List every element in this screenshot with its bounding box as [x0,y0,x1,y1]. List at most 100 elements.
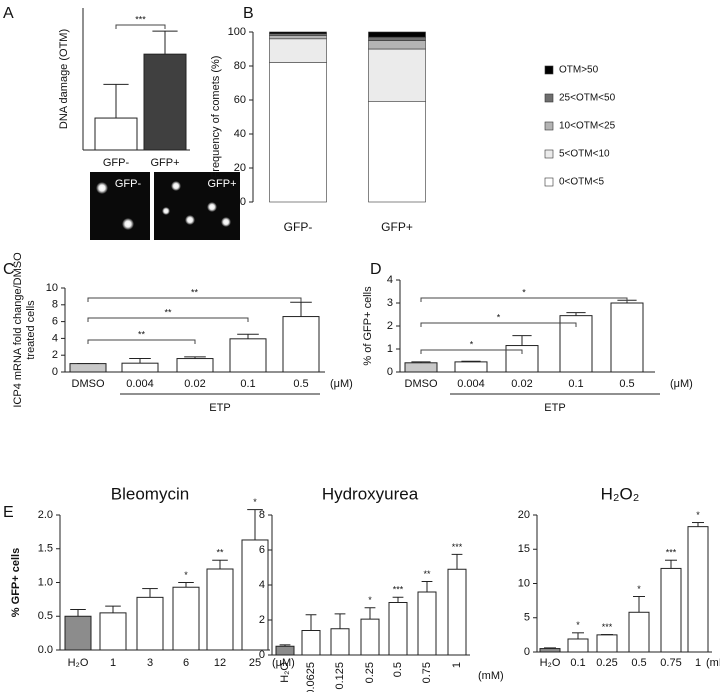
comet [207,202,217,212]
x-tick-label: 0.02 [184,378,205,390]
legend-label: 25<OTM<50 [559,93,616,104]
comet [162,207,170,215]
y-tick-label: 100 [228,26,246,38]
y-tick-label: 2.0 [38,509,53,521]
y-tick-label: 3 [387,297,393,309]
significance-label: ** [216,548,224,558]
y-tick-label: 0 [524,646,530,658]
y-tick-label: 5 [524,612,530,624]
bar-segment [368,31,426,38]
bar-segment [368,40,426,50]
chart-title: H₂O₂ [601,484,640,503]
group-label: ETP [544,402,565,414]
comet [171,181,181,191]
bar [69,363,107,373]
unit-label: (μM) [670,378,693,390]
bar [687,526,709,653]
significance-bracket [420,297,628,302]
x-tick-label: GFP- [284,220,313,234]
bar [301,630,321,656]
x-tick-label: 0.5 [293,378,308,390]
x-tick-label: 0.75 [421,662,433,683]
significance-label: *** [393,585,404,595]
x-tick-label: GFP- [103,157,130,169]
panel-label: D [370,261,382,278]
legend-swatch [544,121,554,131]
significance-label: * [368,595,372,605]
comet [185,215,195,225]
x-tick-label: 0.25 [364,662,376,683]
bar-segment [368,48,426,103]
y-axis-label: % of GFP+ cells [362,286,374,366]
significance-label: * [637,584,641,594]
significance-label: ** [191,287,199,297]
x-tick-label: H₂O [68,657,89,669]
x-tick-label: 0.004 [126,378,154,390]
y-tick-label: 6 [259,544,265,556]
x-tick-label: 1 [110,657,116,669]
x-tick-label: GFP+ [381,220,413,234]
significance-label: * [470,339,474,349]
x-tick-label: 0.0625 [305,662,317,692]
x-tick-label: 0.25 [596,657,617,669]
comet [122,218,134,230]
y-tick-label: 20 [234,162,246,174]
bar-segment [368,36,426,41]
bar-segment [269,62,327,203]
bar [610,302,644,373]
comet [96,182,108,194]
significance-label: * [184,570,188,580]
bar [99,612,127,651]
bar [282,316,320,373]
image-label: GFP+ [207,178,236,190]
significance-label: * [497,312,501,322]
x-tick-label: 3 [147,657,153,669]
x-tick-label: 0.5 [619,378,634,390]
bar [275,645,295,656]
panel-label: E [3,504,14,521]
x-tick-label: 1 [695,657,701,669]
bar [64,615,92,651]
y-tick-label: 20 [518,509,530,521]
y-axis-label: Frequency of comets (%) [210,56,222,179]
significance-label: *** [452,542,463,552]
y-tick-label: 60 [234,94,246,106]
bar [388,602,408,656]
bar [567,638,589,653]
bar [143,53,187,151]
y-tick-label: 6 [52,316,58,328]
significance-bracket [87,339,196,344]
bar [539,648,561,653]
y-tick-label: 0.0 [38,644,53,656]
y-tick-label: 4 [52,332,58,344]
significance-bracket [87,317,249,322]
y-axis-label: treated cells [25,300,37,360]
bar [660,567,682,653]
bar [136,596,164,651]
legend-swatch [544,65,554,75]
y-tick-label: 0 [52,366,58,378]
significance-bracket [420,349,523,354]
bar [330,628,350,656]
significance-label: ** [138,329,146,339]
y-tick-label: 4 [387,274,393,286]
x-tick-label: 25 [249,657,261,669]
significance-label: * [253,497,257,507]
y-tick-label: 0 [387,366,393,378]
y-tick-label: 2 [52,349,58,361]
legend-label: OTM>50 [559,65,599,76]
bar [628,611,650,653]
y-tick-label: 8 [259,509,265,521]
x-tick-label: H₂O [279,662,291,683]
y-axis-label: ICP4 mRNA fold change/DMSO [12,252,24,408]
bar [454,361,488,373]
y-axis-label: DNA damage (OTM) [58,29,70,129]
legend-swatch [544,177,554,187]
x-tick-label: H₂O [540,657,561,669]
image-label: GFP- [115,178,142,190]
comet [221,217,231,227]
bar [94,117,138,151]
y-tick-label: 2 [259,614,265,626]
panel-label: A [3,5,14,22]
